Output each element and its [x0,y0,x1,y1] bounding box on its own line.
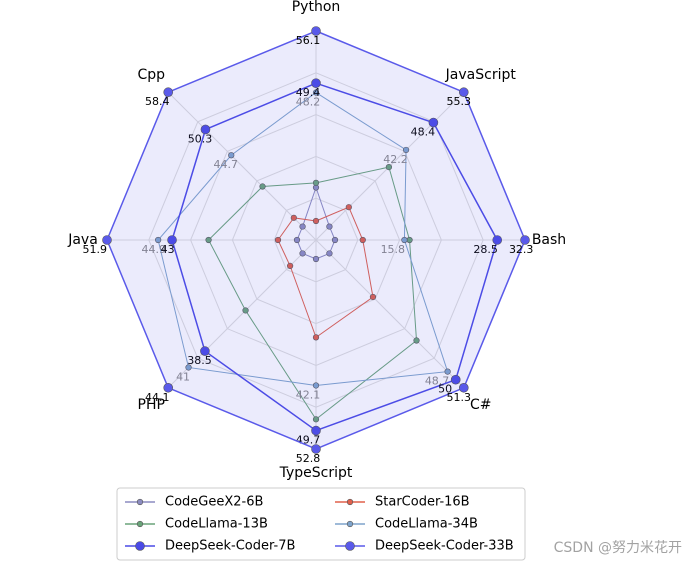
legend-label: CodeLlama-13B [165,517,268,532]
data-point [299,250,306,257]
axis-label: PHP [138,397,165,413]
value-label: 38.5 [187,354,212,367]
data-point [326,223,333,230]
grid-spoke [167,91,317,241]
data-point [385,163,393,171]
data-point [312,89,320,96]
axis-label: TypeScript [279,465,353,481]
data-point [402,146,410,154]
value-label: 41 [176,370,190,383]
data-point [331,236,339,244]
value-label: 56.1 [296,34,321,47]
data-point [287,262,294,269]
data-point [312,179,320,186]
data-point [458,87,469,98]
data-point [290,214,297,221]
axis-label: Bash [532,232,566,248]
legend-label: StarCoder-16B [375,495,470,510]
data-point [369,293,377,301]
data-point [102,235,112,245]
value-label: 28.5 [473,243,498,256]
data-point [200,124,211,135]
legend-marker [346,498,354,506]
value-label: 15.8 [381,243,406,256]
data-point [311,78,321,88]
value-label: 58.4 [145,95,170,108]
legend-marker [135,541,145,551]
data-point [205,236,212,244]
data-point [458,382,469,393]
data-point [242,307,249,314]
axis-label: Python [292,0,341,15]
legend-marker [136,498,144,506]
data-point [293,236,301,244]
value-label: 48.4 [411,126,436,139]
data-point [312,255,320,263]
axis-label: Cpp [137,67,165,83]
value-label: 50.3 [188,132,213,145]
data-point [185,364,192,371]
data-point [228,152,235,159]
data-point [311,26,321,36]
value-label: 48.2 [296,96,321,109]
value-label: 42.2 [383,153,408,166]
value-label: 44.7 [214,158,239,171]
value-label: 43 [161,243,175,256]
legend-box [116,487,526,561]
value-label: 55.3 [447,95,472,108]
legend-marker [345,541,355,551]
data-point [359,236,366,244]
value-label: 51.9 [83,243,108,256]
data-point [274,236,282,244]
data-point [312,416,320,423]
data-point [520,235,530,245]
value-label: 52.8 [296,452,321,465]
legend-label: DeepSeek-Coder-7B [165,539,295,554]
legend-marker [346,520,354,528]
grid-spoke [315,239,465,389]
data-point [311,425,321,436]
data-point [259,183,266,190]
data-point [311,444,321,454]
data-point [326,250,333,257]
value-label: 51.3 [447,391,472,404]
value-label: 44.1 [145,391,170,404]
data-point [401,236,408,244]
data-point [492,235,503,245]
axis-label: JavaScript [445,67,517,83]
data-point [413,337,420,344]
data-point [428,117,439,128]
data-point [345,204,352,211]
value-label: 32.3 [509,243,534,256]
legend-label: DeepSeek-Coder-33B [375,539,514,554]
axis-label: Java [67,232,98,248]
legend-label: CodeGeeX2-6B [165,495,263,510]
data-point [312,334,320,341]
legend-label: CodeLlama-34B [375,517,478,532]
axis-label: C# [470,397,492,413]
value-label: 42.1 [296,388,321,401]
data-point [312,217,320,225]
data-point [163,87,174,98]
watermark: CSDN @努力米花开 [554,540,682,556]
data-point [299,223,306,230]
legend-marker [136,520,144,528]
data-point [155,236,162,244]
data-point [444,368,451,375]
data-point [312,382,320,389]
value-label: 44.9 [142,243,167,256]
data-point [200,346,210,356]
value-label: 49.4 [296,86,321,99]
data-point [450,374,461,385]
value-label: 50 [438,383,452,396]
data-point [167,235,177,245]
data-point [163,382,174,393]
